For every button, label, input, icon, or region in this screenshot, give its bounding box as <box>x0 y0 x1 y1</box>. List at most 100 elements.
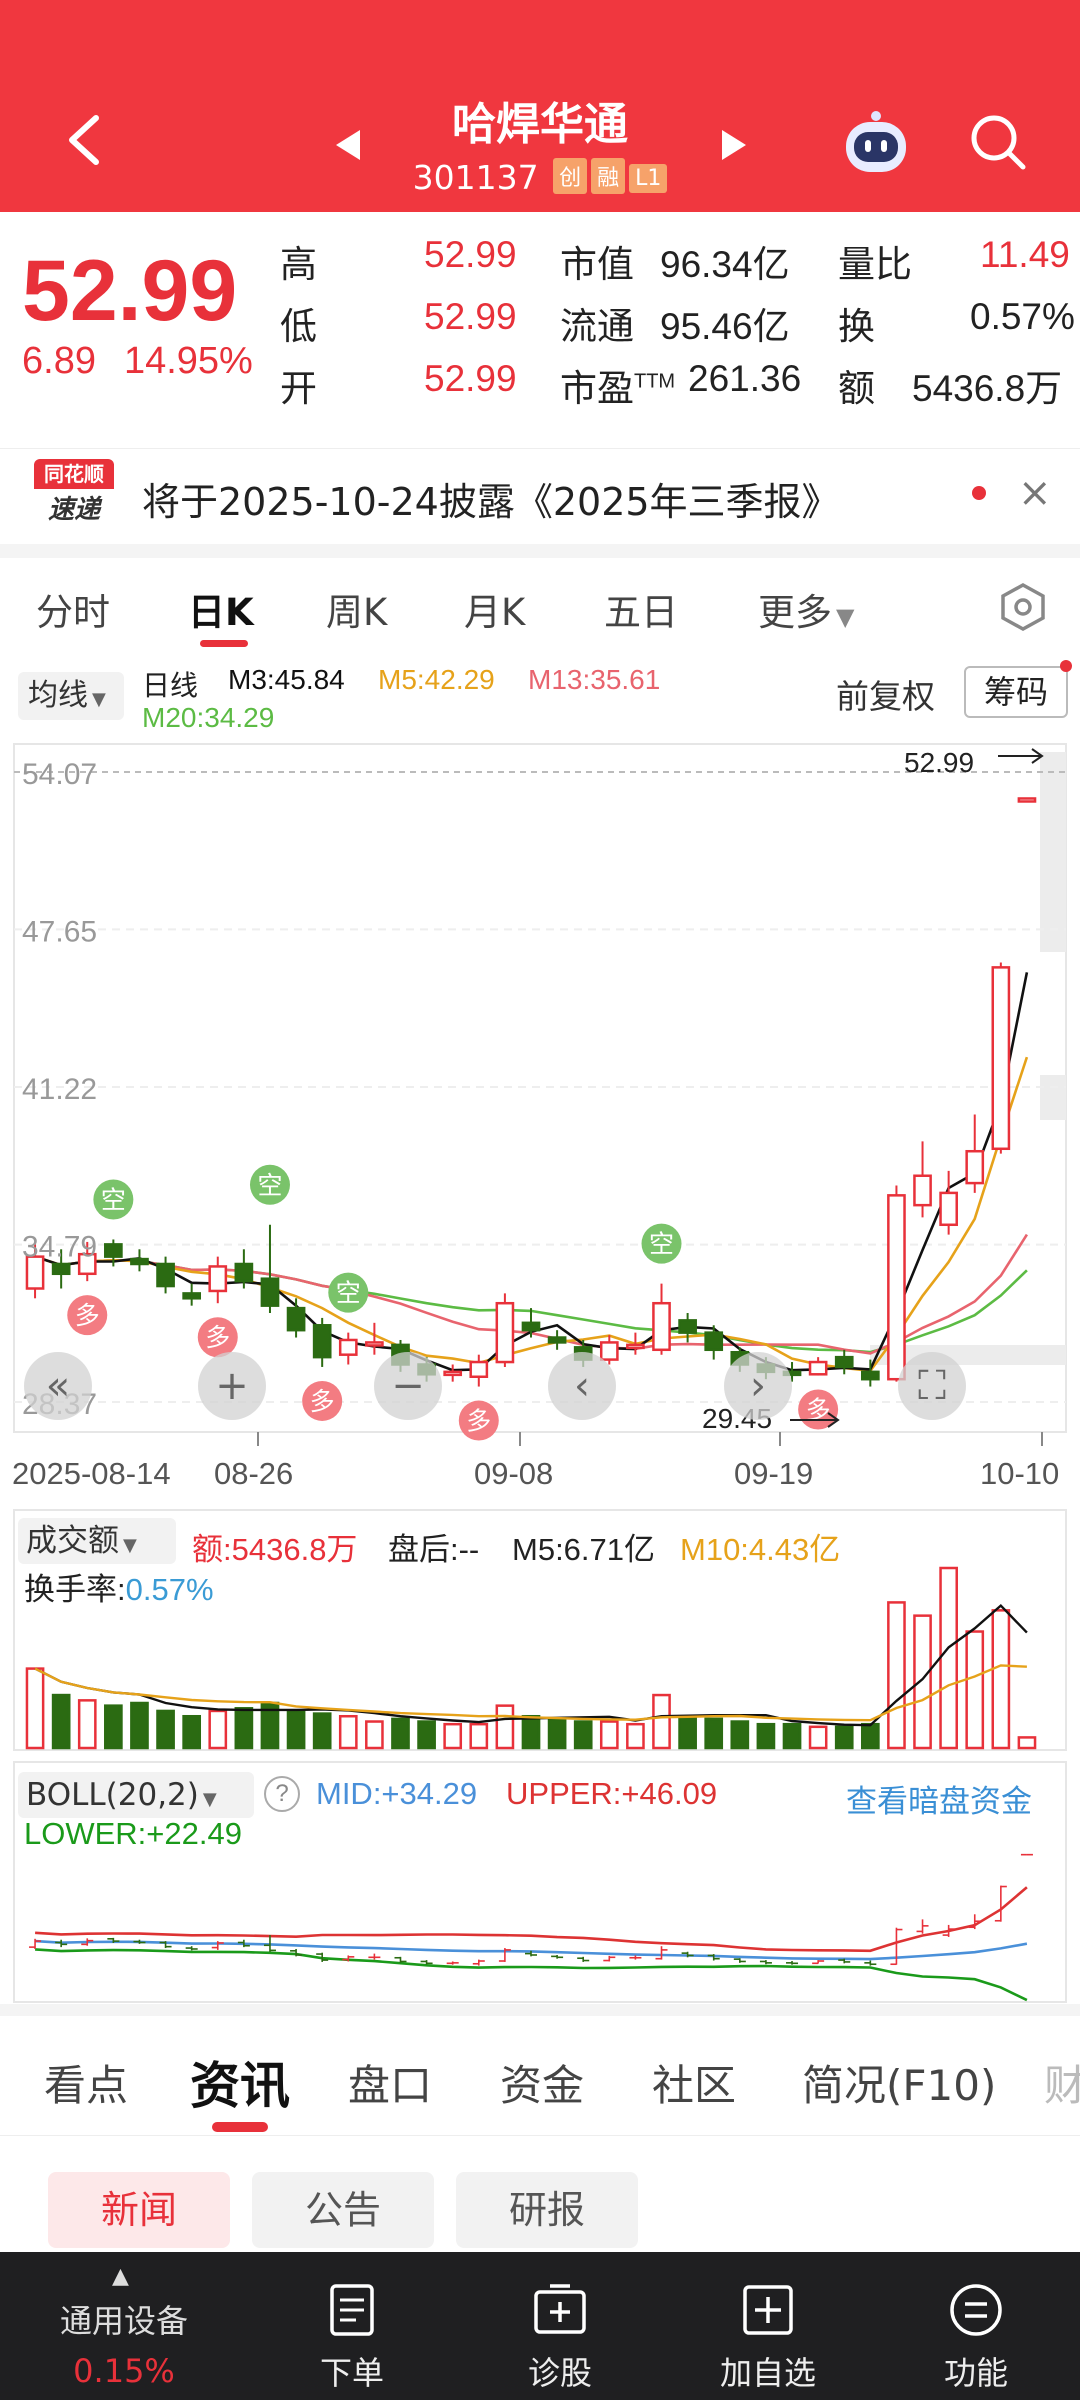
candle-body <box>156 1262 175 1288</box>
fullscreen-icon[interactable] <box>898 1352 966 1420</box>
ma3-value: M3:45.84 <box>228 664 345 695</box>
value-mktcap: 96.34亿 <box>660 244 790 285</box>
volume-bar <box>51 1693 71 1750</box>
notice-unread-dot <box>972 486 986 500</box>
tab-five-day[interactable]: 五日 <box>604 591 678 634</box>
tab-news[interactable]: 资讯 <box>190 2057 290 2115</box>
volume-bar <box>521 1714 541 1750</box>
value-high: 52.99 <box>424 234 517 275</box>
turnover-rate: 换手率:0.57% <box>24 1572 214 1607</box>
volume-m5: M5:6.71亿 <box>512 1532 656 1567</box>
tab-profile-f10[interactable]: 简况(F10) <box>802 2061 997 2110</box>
signal-label: 空 <box>257 1171 282 1200</box>
signal-label: 空 <box>336 1279 361 1308</box>
add-watchlist-icon <box>743 2285 793 2335</box>
tab-finance[interactable]: 财 <box>1044 2061 1080 2110</box>
candle-body <box>678 1319 697 1334</box>
sell-signal-marker <box>641 1223 682 1264</box>
period-label: 日线 <box>142 670 199 701</box>
volume-bar <box>704 1717 724 1750</box>
zoom-out-icon[interactable] <box>374 1352 442 1420</box>
zoom-out-icon-glyph: − <box>391 1363 425 1409</box>
tab-more[interactable]: 更多 ▼ <box>758 591 855 634</box>
badge-l1: L1 <box>629 164 668 193</box>
y-tick-label: 47.65 <box>22 915 97 948</box>
sell-signal-marker <box>328 1272 369 1313</box>
tab-intraday[interactable]: 分时 <box>36 591 110 634</box>
robot-assistant-icon[interactable] <box>838 108 914 178</box>
signal-label: 空 <box>101 1185 126 1214</box>
prev-stock-icon[interactable] <box>334 128 362 162</box>
notice-bar[interactable]: 同花顺 速递 将于2025-10-24披露《2025年三季报》 <box>0 448 1080 544</box>
candle-body <box>626 1343 645 1350</box>
tab-order-book[interactable]: 盘口 <box>348 2061 433 2110</box>
stock-code-row: 301137 创融 L1 <box>0 158 1080 197</box>
max-arrowhead-icon <box>1031 748 1044 764</box>
dark-pool-link[interactable]: 查看暗盘资金 <box>846 1784 1032 1819</box>
subtab-research[interactable]: 研报 <box>456 2172 638 2248</box>
signal-label: 多 <box>75 1301 100 1330</box>
volume-panel-frame <box>13 1509 1067 1751</box>
volume-bar <box>599 1720 619 1750</box>
label-volratio: 量比 <box>838 244 912 285</box>
tab-underline <box>212 2122 268 2132</box>
chevron-down-icon: ▼ <box>836 603 855 631</box>
stock-code: 301137 <box>412 158 539 197</box>
candle-body <box>77 1252 97 1276</box>
candle-body <box>443 1370 463 1377</box>
x-tick-label: 09-19 <box>734 1456 813 1491</box>
candle-body <box>887 1194 906 1381</box>
tab-capital[interactable]: 资金 <box>500 2061 585 2110</box>
back-arrow-icon[interactable] <box>58 112 114 168</box>
zoom-in-icon[interactable] <box>198 1352 266 1420</box>
signal-label: 空 <box>649 1230 674 1259</box>
adjust-mode[interactable]: 前复权 <box>836 678 935 715</box>
y-tick-label: 41.22 <box>22 1073 97 1106</box>
order-label: 下单 <box>319 2354 384 2392</box>
tab-community[interactable]: 社区 <box>652 2061 737 2110</box>
indicator-selector[interactable]: 均线 ▼ <box>18 672 124 720</box>
search-icon[interactable] <box>968 112 1028 172</box>
chips-button[interactable]: 筹码 <box>964 666 1068 718</box>
next-stock-icon[interactable] <box>720 128 748 162</box>
volume-bar <box>469 1722 489 1750</box>
volume-indicator-selector[interactable]: 成交额 ▼ <box>18 1518 176 1564</box>
volume-bar <box>156 1709 175 1750</box>
boll-indicator-selector[interactable]: BOLL(20,2) ▼ <box>18 1772 254 1818</box>
notice-text[interactable]: 将于2025-10-24披露《2025年三季报》 <box>142 480 840 524</box>
help-icon[interactable]: ? <box>264 1776 300 1812</box>
hexagon-settings-icon[interactable] <box>998 582 1048 632</box>
ma20-value: M20:34.29 <box>142 702 275 733</box>
volume-bar <box>626 1722 645 1750</box>
volume-bar <box>495 1704 515 1750</box>
scroll-left-fast-icon[interactable] <box>24 1352 92 1420</box>
tab-monthly-k[interactable]: 月K <box>464 591 526 634</box>
x-tick-label: 08-26 <box>214 1456 293 1491</box>
subtab-announcements[interactable]: 公告 <box>252 2172 434 2248</box>
value-turnover: 0.57% <box>970 296 1075 337</box>
candle-body <box>834 1355 854 1369</box>
tab-weekly-k[interactable]: 周K <box>326 591 388 634</box>
candle-body <box>260 1277 280 1307</box>
y-tick-label: 54.07 <box>22 758 97 791</box>
subtab-news[interactable]: 新闻 <box>48 2172 230 2248</box>
notice-close-icon[interactable]: × <box>1018 470 1052 516</box>
candle-body <box>599 1341 619 1361</box>
scroll-right-icon[interactable] <box>724 1352 792 1420</box>
candle-body <box>312 1324 332 1359</box>
scroll-left-icon-glyph: ‹ <box>574 1363 590 1409</box>
volume-bar <box>808 1725 828 1750</box>
tab-daily-k[interactable]: 日K <box>188 591 254 634</box>
candle-body <box>469 1360 489 1379</box>
diagnose-label: 诊股 <box>527 2354 592 2392</box>
candle-body <box>913 1174 932 1207</box>
tab-highlights[interactable]: 看点 <box>44 2061 129 2110</box>
scroll-left-icon[interactable] <box>548 1352 616 1420</box>
chart-period-tabs: 分时 日K 周K 月K 五日 更多 ▼ <box>0 558 1080 652</box>
candle-body <box>104 1243 123 1258</box>
menu-circle-icon <box>950 2284 1002 2336</box>
min-arrowhead-icon <box>827 1412 840 1428</box>
candle-body <box>652 1301 671 1352</box>
sector-pct: 0.15% <box>73 2352 175 2390</box>
